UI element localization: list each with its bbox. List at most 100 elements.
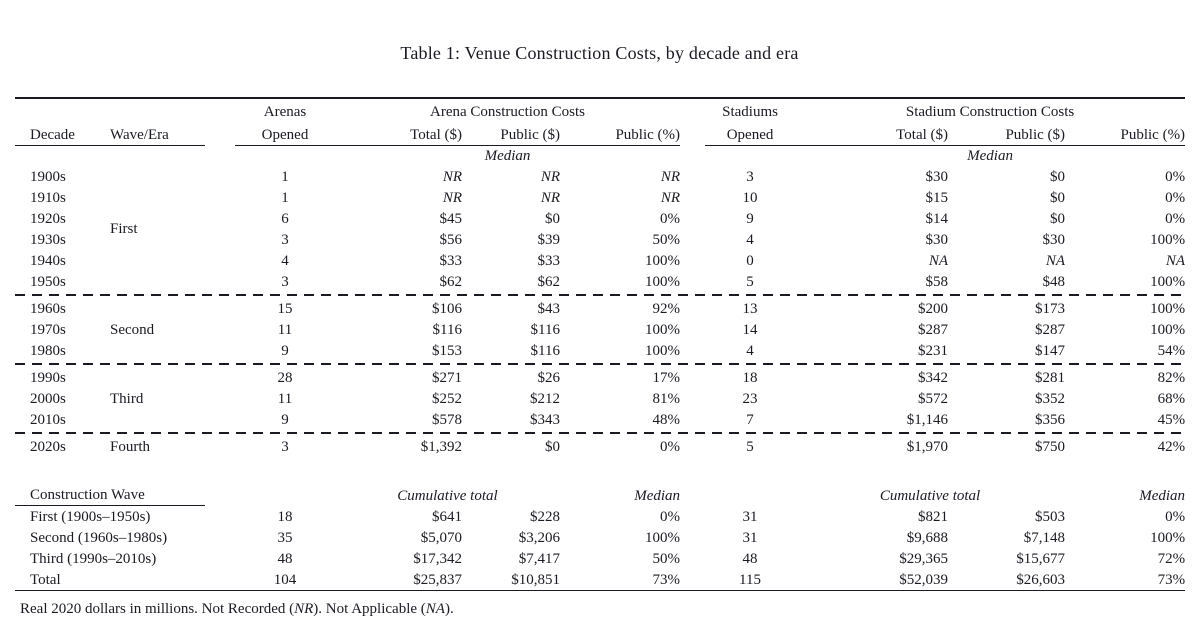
dashed-divider [15,361,1186,367]
arena-total-cell: $153 [432,343,462,359]
arena-public-usd-cell: $33 [537,253,561,269]
stadium-total-cell: $572 [918,391,949,407]
spacer [680,166,705,187]
arenas-opened-cell: 104 [235,569,335,591]
decade-cell: 2000s [30,391,66,407]
spacer [680,208,705,229]
empty-cell [705,146,795,167]
arena-public-usd-cell: NR [540,169,560,185]
decade-cell: 1920s [30,211,66,227]
stadium-total-cell: $29,365 [899,551,949,567]
spacer [205,569,235,591]
decade-cell: 1970s [30,322,66,338]
stadium-median-subheader: Median [967,148,1013,164]
stadiums-opened-cell: 0 [746,253,754,269]
stadium-public-usd-cell: $0 [1050,169,1066,185]
arena-public-usd-cell: $0 [545,211,560,227]
spacer [205,319,235,340]
arena-total-cell: $25,837 [335,569,462,591]
summary-row: Second (1960s–1980s) 35 $5,070 $3,206 100% 31… [15,527,1185,548]
stadiums-opened-cell: 115 [705,569,796,591]
stadium-total-cell: $1,970 [906,439,949,455]
decade-column-header: Decade [15,122,95,146]
dashed-rule [15,361,1186,367]
arena-total-cell: $5,070 [420,530,462,546]
stadium-total-cell: $342 [918,370,949,386]
decade-cell: 1940s [30,253,66,269]
empty-cell [235,483,335,506]
summary-row: First (1900s–1950s) 18 $641 $228 0% 31 $821 $50… [15,506,1185,528]
arena-total-cell: $106 [432,301,462,317]
arena-public-usd-cell: $26 [537,370,561,386]
stadium-total-cell: $231 [918,343,949,359]
arena-public-pct-cell: 100% [645,253,681,269]
venue-costs-table: Arenas Arena Construction Costs Stadiums… [15,97,1186,591]
stadium-public-usd-column-header: Public ($) [948,122,1066,146]
stadiums-opened-cell: 7 [746,412,754,428]
dashed-divider [15,430,1186,436]
spacer [205,548,235,569]
column-header-row: Decade Wave/Era Opened Total ($) Public … [15,122,1186,146]
section-gap [15,457,1185,483]
arena-public-pct-cell: NR [660,169,681,185]
arenas-opened-cell: 15 [277,301,293,317]
arena-public-usd-cell: $0 [545,439,560,455]
spacer [205,271,235,292]
spacer [680,367,705,388]
table-row: 1940s 4 $33 $33 100% 0 NA NA NA [15,250,1185,271]
arena-cumulative-total-header: Cumulative total [397,487,498,504]
summary-label-cell: First (1900s–1950s) [30,509,151,525]
summary-label-cell: Second (1960s–1980s) [30,530,168,546]
table-row: 1920s 6 $45 $0 0% 9 $14 $0 0% [15,208,1185,229]
arenas-opened-cell: 35 [277,530,293,546]
arena-public-pct-cell: 100% [645,274,681,290]
stadium-public-usd-cell: $503 [1035,509,1066,525]
summary-label-cell: Total [15,569,205,591]
table-row: 1950s 3 $62 $62 100% 5 $58 $48 100% [15,271,1185,292]
arenas-opened-cell: 1 [281,190,289,206]
arena-public-usd-cell: $3,206 [518,530,560,546]
arena-total-cell: $62 [439,274,463,290]
stadium-public-usd-cell: $147 [1035,343,1066,359]
stadium-public-pct-cell: 54% [1157,343,1186,359]
arena-public-pct-column-header: Public (%) [560,122,681,146]
stadium-public-usd-cell: $0 [1050,190,1066,206]
footnote-text: ). [444,601,454,617]
table-row: 1970s 11 $116 $116 100% 14 $287 $287 100% [15,319,1185,340]
stadium-total-cell: $821 [918,509,949,525]
arena-total-cell: $1,392 [420,439,462,455]
stadium-public-pct-cell: 0% [1165,211,1186,227]
arena-public-usd-cell: $116 [530,322,560,338]
footnote-abbrev: NA [425,601,445,617]
arena-public-usd-cell: $212 [530,391,560,407]
arena-public-usd-cell: $62 [537,274,561,290]
stadium-total-cell: $30 [925,232,949,248]
spacer [680,548,705,569]
arenas-opened-cell: 9 [281,412,289,428]
wave-era-cell: First [110,221,138,237]
arena-public-usd-cell: $43 [537,301,561,317]
spacer [205,388,235,409]
spacer [680,271,705,292]
arenas-group-header: Arenas [235,97,335,122]
stadium-cumulative-total-header: Cumulative total [879,487,981,504]
stadium-total-cell: $9,688 [906,530,949,546]
arena-public-pct-cell: 0% [660,211,681,227]
arenas-opened-cell: 1 [281,169,289,185]
stadium-public-pct-cell: 0% [1165,190,1186,206]
stadium-public-pct-cell: 100% [1150,232,1186,248]
table-body: 1900s First 1 NR NR NR 3 $30 $0 0% 1910s 1 NR NR NR 10 $… [15,166,1186,591]
median-subheader-row: Median Median [15,146,1185,167]
spacer [205,409,235,430]
wave-era-cell: Third [110,390,144,407]
arena-public-usd-cell: $39 [537,232,561,248]
stadiums-opened-cell: 10 [742,190,758,206]
stadiums-opened-cell: 4 [746,343,754,359]
spacer [680,340,705,361]
arena-total-cell: $578 [432,412,462,428]
empty-cell [15,97,205,122]
arena-total-cell: $17,342 [413,551,462,567]
empty-cell [15,146,205,167]
table-row: 1910s 1 NR NR NR 10 $15 $0 0% [15,187,1185,208]
